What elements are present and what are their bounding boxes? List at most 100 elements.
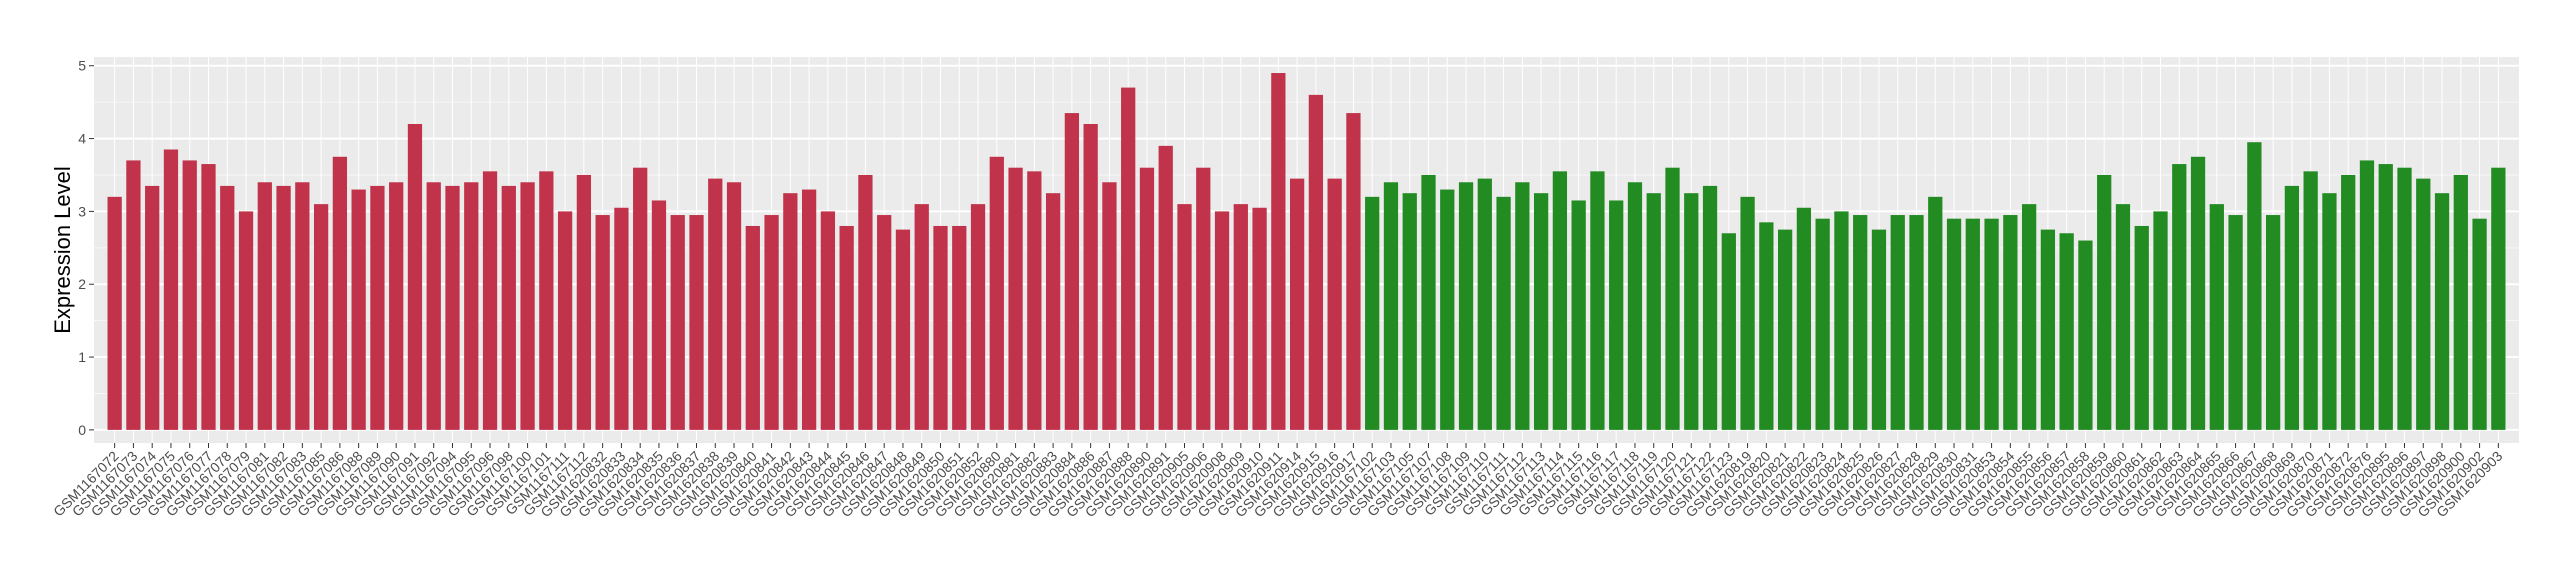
bar xyxy=(1383,182,1399,430)
y-tick-label: 5 xyxy=(78,58,86,74)
bar xyxy=(163,149,179,430)
bar xyxy=(126,160,141,430)
bar xyxy=(989,156,1004,430)
bar xyxy=(2416,178,2431,430)
bar xyxy=(1158,145,1173,430)
bar xyxy=(839,225,854,430)
bar xyxy=(2078,240,2093,430)
bar xyxy=(407,124,423,430)
bar xyxy=(238,211,254,430)
bar xyxy=(801,189,817,430)
bar xyxy=(914,204,929,430)
bar xyxy=(2040,229,2056,430)
bar xyxy=(2322,193,2337,430)
y-axis-title: Expression Level xyxy=(50,166,75,334)
bar xyxy=(351,189,366,430)
bar xyxy=(651,200,667,430)
bar xyxy=(633,167,648,430)
bar xyxy=(745,225,760,430)
bar xyxy=(1890,215,1905,430)
bar xyxy=(1196,167,1211,430)
bar xyxy=(501,185,516,430)
bar xyxy=(2303,171,2318,430)
bar xyxy=(1214,211,1230,430)
bar xyxy=(952,225,967,430)
bar xyxy=(1928,196,1943,430)
bar xyxy=(201,164,216,430)
bar xyxy=(1984,218,1999,430)
bar xyxy=(2059,233,2074,430)
plot-background xyxy=(94,57,2519,443)
bar xyxy=(2472,218,2487,430)
bar xyxy=(576,174,592,430)
bar xyxy=(257,182,272,430)
bar xyxy=(2359,160,2375,430)
bar xyxy=(1871,229,1887,430)
bar xyxy=(1083,124,1098,430)
bar xyxy=(2397,167,2412,430)
bar xyxy=(2434,193,2450,430)
bar xyxy=(1909,215,1924,430)
bar xyxy=(1327,178,1342,430)
bar xyxy=(313,204,329,430)
bar xyxy=(145,185,160,430)
bar xyxy=(933,225,948,430)
bar xyxy=(1627,182,1643,430)
bar xyxy=(1702,185,1718,430)
bar xyxy=(1402,193,1417,430)
bar xyxy=(276,185,291,430)
y-tick-label: 4 xyxy=(78,131,86,147)
bar xyxy=(1571,200,1586,430)
bar xyxy=(2491,167,2506,430)
bar xyxy=(557,211,573,430)
bar xyxy=(1177,204,1192,430)
bar xyxy=(482,171,498,430)
bar xyxy=(783,193,798,430)
bar xyxy=(1815,218,1830,430)
bar xyxy=(2115,204,2131,430)
bar xyxy=(1289,178,1305,430)
bar xyxy=(1946,218,1962,430)
bar xyxy=(1477,178,1492,430)
bar xyxy=(595,215,610,430)
bar xyxy=(2003,215,2018,430)
bar xyxy=(1027,171,1042,430)
bar xyxy=(1721,233,1736,430)
bar xyxy=(2134,225,2149,430)
bar xyxy=(2378,164,2393,430)
bar xyxy=(1646,193,1661,430)
bar xyxy=(1609,200,1624,430)
bar xyxy=(1252,207,1267,430)
bar xyxy=(520,182,535,430)
bar xyxy=(2265,215,2281,430)
bar xyxy=(1533,193,1549,430)
bar xyxy=(1552,171,1568,430)
bar xyxy=(1965,218,1980,430)
bar xyxy=(2209,204,2224,430)
y-tick-label: 1 xyxy=(78,349,86,365)
y-tick-label: 3 xyxy=(78,203,86,219)
bar xyxy=(2190,156,2206,430)
bar xyxy=(2172,164,2187,430)
bar xyxy=(220,185,235,430)
bar xyxy=(1121,87,1136,430)
bar xyxy=(2284,185,2300,430)
bar xyxy=(1496,196,1511,430)
y-tick-label: 0 xyxy=(78,422,86,438)
y-tick-label: 2 xyxy=(78,276,86,292)
bar xyxy=(1590,171,1605,430)
bar xyxy=(295,182,310,430)
bar xyxy=(107,196,122,430)
bar xyxy=(1045,193,1061,430)
bar xyxy=(858,174,873,430)
bar xyxy=(2153,211,2168,430)
bar xyxy=(820,211,836,430)
bar xyxy=(1421,174,1436,430)
bar xyxy=(764,215,779,430)
bar xyxy=(689,215,704,430)
bar xyxy=(2453,174,2468,430)
bar xyxy=(1346,113,1361,430)
bar xyxy=(1271,73,1286,430)
bar xyxy=(1365,196,1380,430)
